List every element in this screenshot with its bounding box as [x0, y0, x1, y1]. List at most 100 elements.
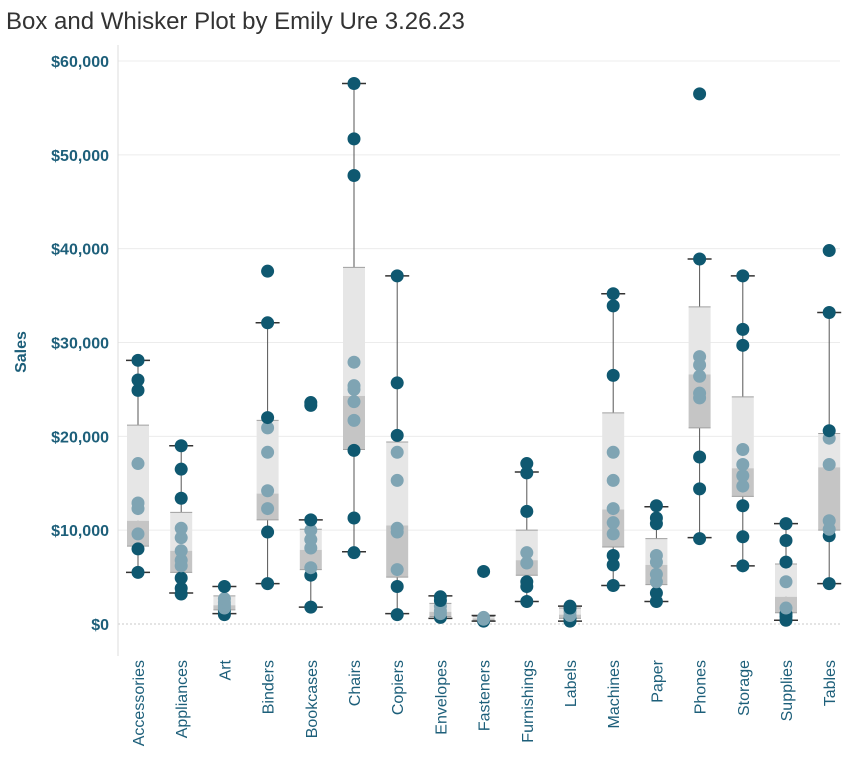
data-point[interactable]	[779, 517, 793, 531]
data-point[interactable]	[822, 424, 836, 438]
data-point[interactable]	[649, 511, 663, 525]
data-point[interactable]	[606, 287, 620, 301]
data-point[interactable]	[779, 575, 793, 589]
data-point[interactable]	[131, 542, 145, 556]
data-point[interactable]	[736, 322, 750, 336]
data-point[interactable]	[649, 499, 663, 513]
data-point[interactable]	[390, 608, 404, 622]
data-point[interactable]	[347, 77, 361, 91]
data-point[interactable]	[736, 559, 750, 573]
data-point[interactable]	[261, 577, 275, 591]
data-point[interactable]	[693, 386, 707, 400]
data-point[interactable]	[304, 600, 318, 614]
data-point[interactable]	[693, 252, 707, 266]
data-point[interactable]	[736, 530, 750, 544]
box-machines[interactable]	[601, 292, 626, 587]
box-tables[interactable]	[817, 311, 842, 585]
data-point[interactable]	[649, 586, 663, 600]
box-storage[interactable]	[730, 275, 755, 567]
data-point[interactable]	[649, 567, 663, 581]
data-point[interactable]	[822, 244, 836, 258]
data-point[interactable]	[606, 473, 620, 487]
data-point[interactable]	[606, 445, 620, 459]
data-point[interactable]	[174, 521, 188, 535]
data-point[interactable]	[390, 445, 404, 459]
data-point[interactable]	[174, 462, 188, 476]
data-point[interactable]	[390, 563, 404, 577]
data-point[interactable]	[779, 533, 793, 547]
data-point[interactable]	[174, 571, 188, 585]
data-point[interactable]	[174, 581, 188, 595]
data-point[interactable]	[261, 421, 275, 435]
data-point[interactable]	[261, 264, 275, 278]
data-point[interactable]	[606, 502, 620, 516]
data-point[interactable]	[606, 558, 620, 572]
data-point[interactable]	[822, 305, 836, 319]
data-point[interactable]	[693, 369, 707, 383]
data-point[interactable]	[606, 299, 620, 313]
data-point[interactable]	[131, 565, 145, 579]
data-point[interactable]	[217, 592, 231, 606]
data-point[interactable]	[174, 544, 188, 558]
data-point[interactable]	[347, 395, 361, 409]
data-point[interactable]	[477, 564, 491, 578]
data-point[interactable]	[390, 428, 404, 442]
data-point[interactable]	[649, 549, 663, 563]
data-point[interactable]	[174, 439, 188, 453]
data-point[interactable]	[520, 556, 534, 570]
data-point[interactable]	[779, 601, 793, 615]
data-point[interactable]	[390, 579, 404, 593]
data-point[interactable]	[131, 373, 145, 387]
data-point[interactable]	[131, 496, 145, 510]
data-point[interactable]	[606, 368, 620, 382]
data-point[interactable]	[347, 413, 361, 427]
data-point[interactable]	[304, 523, 318, 537]
data-point[interactable]	[693, 482, 707, 496]
data-point[interactable]	[433, 590, 447, 604]
data-point[interactable]	[347, 546, 361, 560]
data-point[interactable]	[390, 376, 404, 390]
data-point[interactable]	[520, 594, 534, 608]
data-point[interactable]	[822, 577, 836, 591]
data-point[interactable]	[736, 469, 750, 483]
data-point[interactable]	[390, 473, 404, 487]
data-point[interactable]	[131, 457, 145, 471]
data-point[interactable]	[736, 499, 750, 513]
data-point[interactable]	[477, 610, 491, 624]
data-point[interactable]	[304, 561, 318, 575]
data-point[interactable]	[736, 457, 750, 471]
data-point[interactable]	[520, 546, 534, 560]
data-point[interactable]	[390, 521, 404, 535]
data-point[interactable]	[261, 316, 275, 330]
data-point[interactable]	[347, 511, 361, 525]
data-point[interactable]	[693, 532, 707, 546]
data-point[interactable]	[822, 514, 836, 528]
data-point[interactable]	[693, 350, 707, 364]
data-point[interactable]	[520, 504, 534, 518]
data-point[interactable]	[736, 442, 750, 456]
data-point[interactable]	[347, 355, 361, 369]
data-point[interactable]	[347, 443, 361, 457]
data-point[interactable]	[261, 502, 275, 516]
data-point[interactable]	[736, 479, 750, 493]
data-point[interactable]	[736, 338, 750, 352]
data-point[interactable]	[779, 555, 793, 569]
data-point[interactable]	[606, 516, 620, 530]
data-point[interactable]	[693, 87, 707, 101]
data-point[interactable]	[606, 549, 620, 563]
data-point[interactable]	[131, 527, 145, 541]
data-point[interactable]	[563, 599, 577, 613]
data-point[interactable]	[606, 579, 620, 593]
data-point[interactable]	[347, 168, 361, 182]
data-point[interactable]	[390, 269, 404, 283]
data-point[interactable]	[261, 484, 275, 498]
data-point[interactable]	[736, 269, 750, 283]
data-point[interactable]	[347, 379, 361, 393]
data-point[interactable]	[606, 527, 620, 541]
box-copiers[interactable]	[385, 275, 410, 615]
data-point[interactable]	[304, 396, 318, 410]
data-point[interactable]	[261, 445, 275, 459]
box-chairs[interactable]	[342, 82, 366, 553]
data-point[interactable]	[520, 457, 534, 471]
data-point[interactable]	[174, 553, 188, 567]
